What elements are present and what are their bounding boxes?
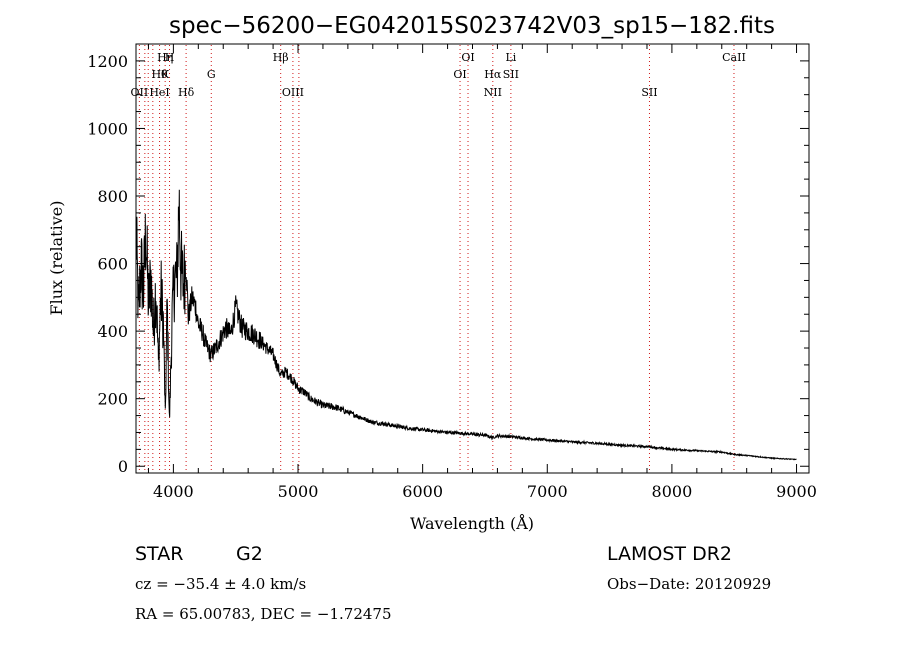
spectral-line-label: Hβ <box>273 51 289 64</box>
x-axis-label: Wavelength (Å) <box>410 513 534 533</box>
survey-name: LAMOST DR2 <box>607 543 732 565</box>
spectral-line-label: OI <box>453 68 466 81</box>
spectrum-series-layer <box>135 189 797 461</box>
spectral-line-label: OI <box>461 51 474 64</box>
x-tick-label: 8000 <box>652 482 693 501</box>
redshift-velocity: cz = −35.4 ± 4.0 km/s <box>135 575 306 593</box>
spectral-line-label: SII <box>503 68 519 81</box>
spectrum-line <box>135 189 797 461</box>
x-tick-label: 5000 <box>278 482 319 501</box>
spectral-line-label: Hδ <box>178 86 195 99</box>
y-axis-label: Flux (relative) <box>47 201 66 316</box>
spectral-line-label: HeI <box>149 86 169 99</box>
spectral-line-label: OII <box>131 86 149 99</box>
x-tick-label: 4000 <box>153 482 194 501</box>
spectral-line-label: K <box>161 68 170 81</box>
object-subclass: G2 <box>236 543 263 565</box>
x-tick-label: 7000 <box>527 482 568 501</box>
observation-date: Obs−Date: 20120929 <box>607 575 771 593</box>
y-tick-label: 1000 <box>87 119 128 138</box>
y-axis-ticks: 0 200 400 600 800 1000 1200 <box>87 52 809 476</box>
y-tick-label: 800 <box>97 187 128 206</box>
spectral-line-label: SII <box>641 86 657 99</box>
sky-coordinates: RA = 65.00783, DEC = −1.72475 <box>135 605 392 623</box>
x-tick-label: 6000 <box>402 482 443 501</box>
y-tick-label: 1200 <box>87 52 128 71</box>
spectral-line-label: Hα <box>484 68 502 81</box>
x-axis-ticks: 4000 5000 6000 7000 8000 9000 <box>147 44 817 501</box>
spectral-line-label: H <box>165 51 175 64</box>
spectral-line-label: NII <box>484 86 502 99</box>
spectral-line-label: OIII <box>282 86 304 99</box>
y-tick-label: 200 <box>97 390 128 409</box>
spectral-line-label: Hη <box>157 51 173 64</box>
y-tick-label: 0 <box>118 457 128 476</box>
plot-frame <box>135 43 810 474</box>
object-class: STAR <box>135 543 183 565</box>
y-tick-label: 600 <box>97 255 128 274</box>
spectral-line-label: CaII <box>722 51 746 64</box>
spectral-line-label: G <box>207 68 216 81</box>
spectral-line-label: Hθ <box>151 68 168 81</box>
x-tick-label: 9000 <box>776 482 817 501</box>
chart-title: spec−56200−EG042015S023742V03_sp15−182.f… <box>169 13 775 39</box>
y-tick-label: 400 <box>97 322 128 341</box>
spectral-line-label: Li <box>505 51 516 64</box>
